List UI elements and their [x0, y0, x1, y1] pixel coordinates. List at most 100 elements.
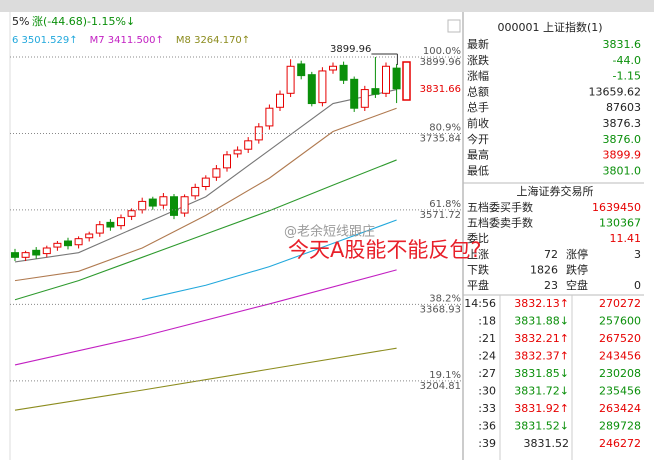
- candle-body: [286, 65, 295, 94]
- tick-time: :30: [478, 385, 496, 398]
- candle-body: [223, 154, 231, 169]
- peak-label: 3899.96: [330, 44, 371, 55]
- ma-line: [14, 159, 397, 301]
- depth-value: 130367: [599, 217, 641, 230]
- depth-label: 委比: [467, 232, 489, 245]
- tick-volume: 235456: [599, 385, 641, 398]
- tick-volume: 289728: [599, 420, 641, 433]
- tick-time: :18: [478, 315, 496, 328]
- watermark: @老余短线跟庄: [284, 224, 375, 240]
- tick-volume: 267520: [599, 332, 641, 345]
- candle-body: [360, 89, 369, 108]
- y-tick-label: 3204.81: [420, 381, 461, 392]
- tick-price: 3831.88↓: [514, 315, 569, 328]
- ma-line: [14, 347, 397, 411]
- tick-volume: 243456: [599, 350, 641, 363]
- candle-body: [339, 64, 348, 81]
- level-label: 80.9%: [429, 122, 461, 133]
- quote-label: 最新: [467, 37, 489, 51]
- breadth-cell: 72: [544, 248, 558, 261]
- tick-time: :21: [478, 332, 496, 345]
- legend-entry: M7 3411.500↑: [90, 35, 164, 46]
- tick-price: 3831.52↓: [514, 420, 569, 433]
- quote-value: -1.15: [613, 70, 641, 83]
- candle-body: [64, 240, 72, 247]
- candle-body: [180, 196, 189, 214]
- candle-body: [127, 210, 136, 217]
- candle-body: [170, 196, 178, 216]
- panel-title: 000001 上证指数(1): [497, 20, 602, 34]
- quote-value: 3876.0: [603, 133, 642, 146]
- candle-body: [11, 252, 19, 258]
- candle-body: [329, 65, 337, 71]
- quote-label: 涨跌: [467, 53, 489, 67]
- candle-body: [191, 186, 200, 197]
- candle-body: [42, 247, 51, 255]
- candle-body: [53, 242, 62, 248]
- level-label: 38.2%: [429, 293, 461, 304]
- candle-body: [95, 224, 104, 234]
- depth-value: 11.41: [610, 232, 642, 245]
- quote-value: 87603: [606, 101, 641, 114]
- breadth-cell: 跌停: [566, 263, 588, 277]
- exchange-title: 上海证券交易所: [517, 184, 594, 198]
- y-tick-label: 3735.84: [420, 133, 461, 144]
- candle-body: [265, 107, 274, 127]
- level-label: 61.8%: [429, 199, 461, 210]
- breadth-cell: 上涨: [467, 248, 489, 261]
- level-label: 100.0%: [423, 46, 461, 57]
- ma-line: [14, 107, 397, 282]
- tick-volume: 263424: [599, 402, 641, 415]
- tick-price: 3831.92↑: [514, 402, 569, 415]
- quote-value: 3899.9: [603, 149, 642, 162]
- candle-body: [318, 70, 327, 104]
- candle-body: [371, 88, 380, 95]
- tick-price: 3832.21↑: [514, 332, 569, 345]
- level-label: 19.1%: [429, 370, 461, 381]
- legend-entry: 6 3501.529↑: [12, 35, 78, 46]
- candle-body: [350, 78, 359, 109]
- y-tick-label: 3571.72: [420, 210, 461, 221]
- tick-volume: 246272: [599, 437, 641, 450]
- legend-entry: M8 3264.170↑: [176, 35, 250, 46]
- tick-price: 3831.85↓: [514, 367, 569, 380]
- ma-line: [142, 219, 397, 301]
- tick-price: 3832.37↑: [514, 350, 569, 363]
- candle-body: [159, 196, 168, 206]
- quote-label: 涨幅: [467, 70, 489, 83]
- candle-body: [276, 93, 284, 108]
- quote-value: -44.0: [613, 54, 641, 67]
- depth-label: 五档委买手数: [467, 200, 533, 214]
- tick-time: :33: [478, 402, 496, 415]
- panel-icon[interactable]: [447, 19, 461, 33]
- tick-time: :27: [478, 367, 496, 380]
- cursor-box: [402, 61, 411, 101]
- plot-area: [11, 56, 401, 411]
- breadth-cell: 0: [634, 279, 641, 292]
- y-tick-label: 3899.96: [420, 57, 461, 68]
- candle-body: [201, 177, 210, 187]
- candle-body: [382, 65, 390, 94]
- candle-body: [106, 221, 115, 228]
- header-left: 5%: [12, 15, 29, 28]
- tick-time: :24: [478, 350, 496, 363]
- candle-body: [233, 149, 242, 155]
- candle-body: [297, 63, 306, 77]
- tick-time: 14:56: [464, 297, 496, 310]
- candle-body: [74, 238, 83, 246]
- current-price-label: 3831.66: [420, 84, 461, 95]
- quote-label: 今开: [467, 132, 489, 146]
- tick-time: :36: [478, 420, 496, 433]
- breadth-cell: 1826: [530, 264, 558, 277]
- depth-value: 1639450: [592, 201, 641, 214]
- candle-body: [212, 168, 221, 178]
- quote-label: 总额: [467, 84, 489, 98]
- candle-body: [244, 140, 253, 150]
- candle-body: [148, 198, 157, 207]
- quote-label: 前收: [467, 116, 489, 130]
- depth-label: 五档委卖手数: [467, 216, 533, 230]
- candle-body: [392, 67, 401, 90]
- candle-body: [85, 233, 94, 239]
